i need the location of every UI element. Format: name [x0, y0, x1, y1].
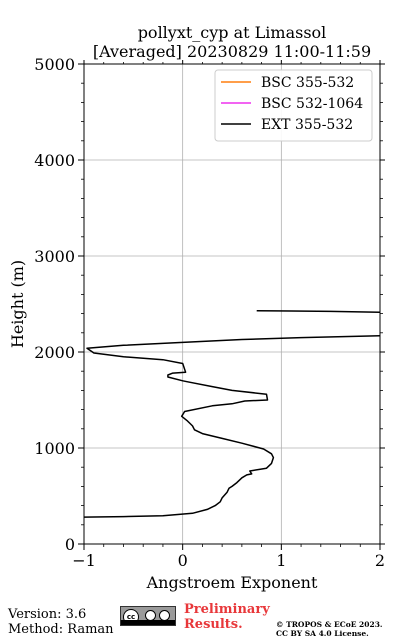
plot-background: [84, 64, 380, 544]
version-text: Version: 3.6: [8, 607, 87, 622]
y-tick-label-3: 3000: [34, 247, 75, 266]
y-tick-label-1: 1000: [34, 439, 75, 458]
legend-label-2: EXT 355-532: [261, 117, 353, 133]
x-tick-label-1: 0: [178, 551, 188, 570]
preliminary-label-2: Results.: [184, 617, 243, 632]
series-line-2-segment-1: [256, 309, 380, 313]
legend-label-1: BSC 532-1064: [261, 96, 363, 112]
preliminary-label: Preliminary: [184, 602, 270, 617]
x-tick-label-3: 2: [375, 551, 385, 570]
y-tick-label-4: 4000: [34, 151, 75, 170]
x-axis-label: Angstroem Exponent: [146, 573, 318, 592]
chart-title-line-2: [Averaged] 20230829 11:00-11:59: [93, 42, 371, 61]
method-text: Method: Raman: [8, 622, 114, 637]
series-line-2-segment-0: [84, 334, 380, 518]
legend: BSC 355-532 BSC 532-1064 EXT 355-532: [214, 69, 373, 142]
y-tick-label-2: 2000: [34, 343, 75, 362]
y-axis-label: Height (m): [8, 260, 27, 348]
plot-frame: [83, 63, 381, 545]
y-tick-label-5: 5000: [34, 55, 75, 74]
x-tick-label-2: 1: [276, 551, 286, 570]
legend-box: [214, 69, 373, 142]
cc-badge-strip: [121, 620, 175, 625]
copyright-text: © TROPOS & ECoE 2023.: [276, 620, 383, 629]
chart-svg: pollyxt_cyp at Limassol [Averaged] 20230…: [8, 23, 385, 592]
cc-by-sa-license-icon: cc: [120, 606, 176, 626]
y-tick-label-0: 0: [65, 535, 75, 554]
legend-label-0: BSC 355-532: [261, 75, 354, 91]
chart-title-line-1: pollyxt_cyp at Limassol: [138, 23, 327, 42]
x-tick-label-0: −1: [72, 551, 96, 570]
license-text: CC BY SA 4.0 License.: [276, 629, 369, 638]
